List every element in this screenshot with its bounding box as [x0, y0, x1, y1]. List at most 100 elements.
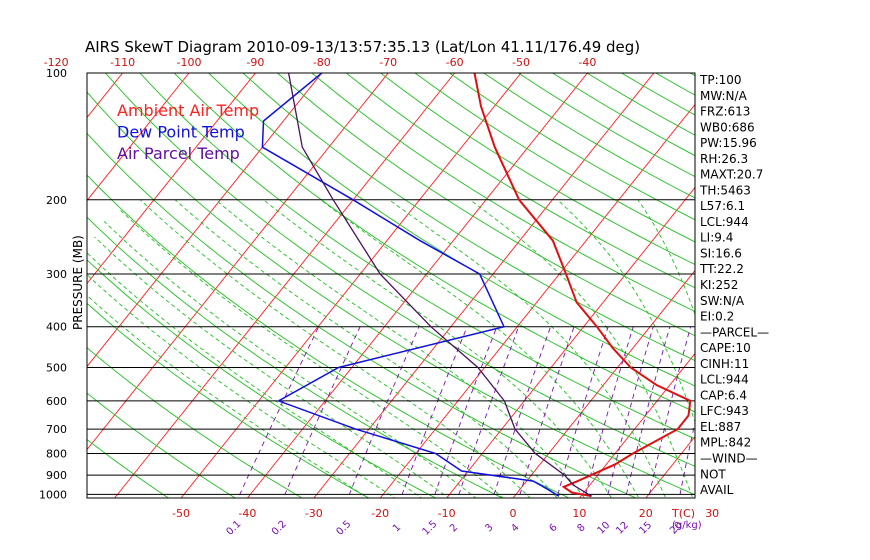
pressure-tick-label: 900 — [46, 469, 67, 482]
isotherm-line — [87, 73, 124, 119]
index-label: TH:5463 — [699, 183, 751, 197]
mixing-ratio-line — [606, 326, 654, 498]
dry-adiabat-line — [655, 73, 695, 96]
isotherm-line — [87, 73, 190, 202]
pressure-tick-label: 800 — [46, 448, 67, 461]
dry-adiabat-line — [759, 73, 870, 503]
mixing-ratio-tick-label: 2 — [448, 522, 460, 534]
index-label: SW:N/A — [700, 294, 745, 308]
mixing-ratio-tick-label: 1 — [391, 522, 403, 534]
dry-adiabat-line — [277, 73, 695, 337]
bottom-temp-tick-label: 10 — [572, 507, 586, 520]
isotherm-line — [313, 73, 655, 498]
index-label: CAPE:10 — [700, 341, 751, 355]
moist-adiabat-line — [87, 274, 396, 498]
dry-adiabat-line — [793, 73, 870, 503]
index-label: TP:100 — [699, 73, 742, 87]
isotherm-line — [246, 73, 588, 498]
moist-adiabat-line — [469, 199, 694, 498]
index-label: RH:26.3 — [700, 152, 748, 166]
sounding-profiles — [261, 73, 692, 498]
mixing-ratio-line — [400, 326, 468, 498]
mixing-ratio-line — [584, 326, 634, 498]
plot-border — [86, 72, 696, 499]
top-temp-tick-label: -50 — [512, 56, 530, 69]
mixing-ratio-line — [678, 420, 695, 498]
top-temp-axis: -120 -110 -100 -90 -80 -70 -60 -50 -40 — [44, 56, 597, 69]
mixing-ratio-line — [556, 326, 609, 498]
moist-adiabat-line — [118, 208, 504, 498]
mixing-ratio-tick-label: 1.5 — [421, 519, 440, 538]
bottom-temp-tick-label: -10 — [438, 507, 456, 520]
moist-adiabat-line — [174, 199, 558, 498]
mixing-ratio-line — [237, 326, 320, 498]
dry-adiabat-line — [87, 438, 170, 498]
pressure-tick-label: 100 — [46, 67, 67, 80]
index-label: MAXT:20.7 — [700, 168, 763, 182]
dry-adiabat-line — [208, 73, 695, 387]
index-label: LFC:943 — [700, 404, 749, 418]
index-label: EI:0.2 — [700, 310, 734, 324]
moist-adiabat-line — [94, 236, 450, 498]
index-label: AVAIL — [700, 483, 734, 497]
mixing-ratio-tick-label: 0.5 — [335, 519, 354, 538]
isotherm-line — [0, 64, 64, 504]
mixing-ratio-lines — [237, 326, 695, 498]
mixing-ratio-tick-label: 0.2 — [270, 519, 289, 538]
index-label: WB0:686 — [700, 120, 755, 134]
moist-adiabat-line — [388, 199, 667, 498]
index-label: SI:16.6 — [700, 246, 742, 260]
index-label: MPL:842 — [700, 436, 751, 450]
chart-title: AIRS SkewT Diagram 2010-09-13/13:57:35.1… — [85, 38, 640, 56]
bottom-temp-tick-label: -30 — [305, 507, 323, 520]
pressure-axis-label: PRESSURE (MB) — [71, 235, 85, 330]
isotherm-line — [114, 73, 456, 498]
dry-adiabat-line — [380, 73, 695, 266]
dry-adiabat-line — [87, 216, 504, 498]
mixing-ratio-tick-label: 4 — [509, 522, 521, 534]
mixing-ratio-line — [518, 326, 575, 498]
profile-line — [287, 73, 592, 497]
moist-adiabat-line — [263, 199, 613, 498]
bottom-temp-tick-label: -50 — [172, 507, 190, 520]
top-temp-tick-label: -80 — [313, 56, 331, 69]
top-temp-tick-label: -110 — [110, 56, 135, 69]
pressure-tick-label: 1000 — [39, 488, 67, 501]
top-temp-tick-label: -40 — [578, 56, 596, 69]
top-temp-tick-label: -120 — [44, 56, 69, 69]
dry-adiabat-line — [87, 174, 571, 498]
mixing-ratio-tick-label: 12 — [614, 520, 631, 537]
profile-line — [473, 73, 692, 498]
dry-adiabat-line — [87, 347, 303, 498]
moist-adiabat-line — [637, 199, 695, 316]
index-label: TT:22.2 — [699, 262, 744, 276]
mixing-ratio-tick-label: 15 — [637, 520, 654, 537]
index-label: LCL:944 — [700, 373, 749, 387]
index-label: LI:9.4 — [700, 231, 733, 245]
dry-adiabat-line — [828, 73, 870, 503]
isotherm-line — [774, 64, 870, 504]
moist-adiabat-line — [802, 200, 828, 504]
dry-adiabat-line — [139, 73, 695, 440]
pressure-tick-label: 700 — [46, 423, 67, 436]
mixing-ratio-line — [347, 326, 420, 498]
mixing-ratio-line — [625, 326, 671, 498]
moist-adiabat-line — [757, 200, 801, 504]
dry-adiabat-line — [87, 259, 437, 498]
moist-adiabat-line — [87, 252, 423, 498]
mixing-ratio-tick-label: 0.1 — [225, 519, 244, 538]
plot-frame — [86, 72, 696, 499]
legend-item: Air Parcel Temp — [117, 144, 240, 163]
bottom-axis-unit: T(C) — [671, 507, 695, 520]
profile-line — [261, 73, 560, 497]
bottom-temp-tick-label: 0 — [510, 507, 517, 520]
mixing-ratio-tick-label: 10 — [596, 520, 613, 537]
dry-adiabat-line — [173, 73, 695, 413]
mixing-ratio-line — [282, 326, 361, 498]
bottom-temp-axis: -50 -40 -30 -20 -10 0 10 20 30 — [172, 507, 719, 520]
isotherm-line — [645, 435, 695, 498]
isotherm-line — [841, 64, 870, 504]
index-label: NOT — [700, 467, 726, 481]
isotherm-line — [87, 73, 389, 451]
mixing-ratio-line — [648, 326, 692, 498]
